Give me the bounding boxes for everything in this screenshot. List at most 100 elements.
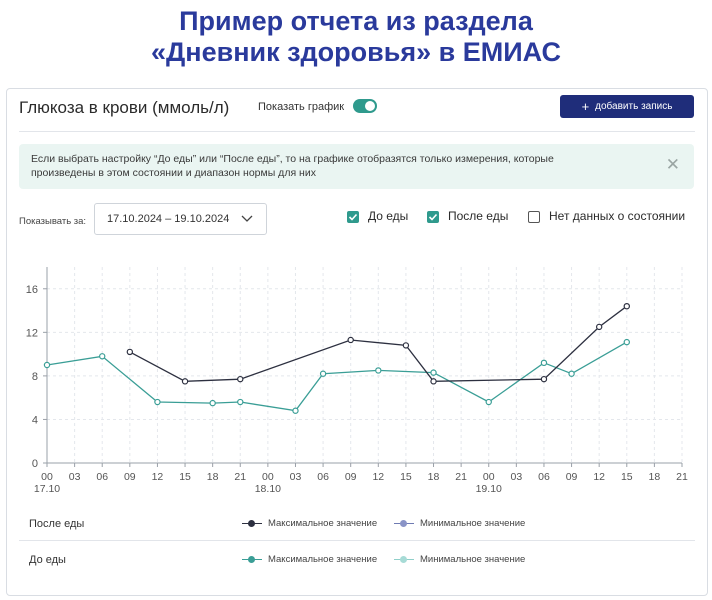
data-point: [568, 370, 575, 377]
add-record-label: добавить запись: [595, 101, 673, 112]
legend-min-item: Минимальное значение: [394, 518, 525, 529]
y-tick-label: 16: [26, 284, 38, 296]
x-date-label: 19.10: [476, 483, 502, 495]
series-line: [46, 341, 628, 412]
legend-min-label: Минимальное значение: [420, 518, 526, 529]
show-chart-toggle[interactable]: [353, 99, 377, 113]
glucose-report-card: Глюкоза в крови (ммоль/л) Показать графи…: [6, 88, 708, 596]
legend-line-icon: [394, 519, 414, 529]
slide-title-line1: Пример отчета из раздела: [179, 6, 533, 36]
legend-max-item: Максимальное значение: [242, 518, 377, 529]
x-tick-label: 12: [372, 471, 384, 483]
x-tick-label: 21: [676, 471, 688, 483]
legend-line-icon: [242, 555, 262, 565]
legend-line-icon: [242, 519, 262, 529]
x-tick-label: 12: [593, 471, 605, 483]
slide-title: Пример отчета из раздела «Дневник здоров…: [0, 6, 712, 68]
data-point: [540, 359, 548, 367]
before-meal-label: До еды: [368, 209, 409, 223]
data-point: [319, 370, 327, 377]
x-tick-label: 09: [345, 471, 357, 483]
data-point: [154, 398, 161, 406]
x-tick-label: 03: [290, 471, 302, 483]
x-tick-label: 00: [41, 471, 53, 483]
period-label: Показывать за:: [19, 216, 87, 227]
before-meal-checkbox[interactable]: [347, 211, 359, 223]
x-date-label: 18.10: [255, 483, 281, 495]
data-point: [237, 375, 244, 383]
x-tick-label: 15: [179, 471, 191, 483]
legend-max-item: Максимальное значение: [242, 554, 377, 565]
legend-min-item: Минимальное значение: [394, 554, 525, 565]
x-tick-label: 03: [511, 471, 523, 483]
x-tick-label: 18: [207, 471, 219, 483]
legend-line-icon: [394, 555, 414, 565]
x-tick-label: 06: [317, 471, 329, 483]
x-tick-label: 21: [455, 471, 467, 483]
data-point: [181, 378, 189, 385]
info-banner: Если выбрать настройку “До еды” или “Пос…: [19, 144, 694, 189]
x-tick-label: 18: [428, 471, 440, 483]
check-icon: [348, 213, 358, 221]
data-point: [623, 303, 630, 310]
data-point: [485, 398, 492, 406]
data-point: [402, 342, 410, 349]
data-point: [126, 348, 134, 356]
data-point: [430, 369, 437, 376]
plus-icon: +: [581, 99, 590, 114]
add-record-button[interactable]: + добавить запись: [560, 95, 694, 118]
x-tick-label: 21: [234, 471, 246, 483]
data-point: [375, 367, 382, 374]
date-range-select[interactable]: 17.10.2024 – 19.10.2024: [94, 203, 267, 235]
legend-series-name: До еды: [29, 554, 66, 566]
no-state-checkbox[interactable]: [528, 211, 540, 223]
close-icon[interactable]: ✕: [665, 155, 680, 174]
data-point: [540, 375, 548, 383]
legend-series-name: После еды: [29, 518, 85, 530]
x-tick-label: 09: [566, 471, 578, 483]
legend-row-before-meal: До еды Максимальное значение Минимальное…: [7, 549, 707, 575]
x-tick-label: 15: [400, 471, 412, 483]
data-point: [237, 398, 244, 406]
y-tick-label: 4: [32, 414, 38, 426]
slide-title-line2: «Дневник здоровья» в ЕМИАС: [151, 37, 561, 67]
legend-max-label: Максимальное значение: [268, 518, 378, 529]
toggle-knob: [365, 101, 375, 111]
x-tick-label: 00: [483, 471, 495, 483]
after-meal-label: После еды: [448, 209, 509, 223]
x-tick-label: 00: [262, 471, 274, 483]
x-date-label: 17.10: [34, 483, 60, 495]
data-point: [43, 361, 51, 369]
x-tick-label: 15: [621, 471, 633, 483]
after-meal-checkbox[interactable]: [427, 211, 439, 223]
info-text: Если выбрать настройку “До еды” или “Пос…: [31, 153, 554, 179]
x-tick-label: 03: [69, 471, 81, 483]
data-point: [99, 353, 106, 360]
legend-row-after-meal: После еды Максимальное значение Минималь…: [7, 513, 707, 539]
show-chart-label: Показать график: [258, 101, 345, 113]
x-tick-label: 12: [152, 471, 164, 483]
data-point: [347, 336, 354, 344]
page-title: Глюкоза в крови (ммоль/л): [19, 98, 230, 117]
x-tick-label: 06: [96, 471, 108, 483]
legend-max-label: Максимальное значение: [268, 554, 378, 565]
chevron-down-icon: [241, 215, 253, 222]
x-tick-label: 06: [538, 471, 550, 483]
data-point: [292, 407, 299, 414]
data-point: [623, 338, 630, 346]
data-point: [430, 378, 437, 385]
date-range-value: 17.10.2024 – 19.10.2024: [107, 213, 230, 225]
check-icon: [428, 213, 438, 221]
x-tick-label: 18: [649, 471, 661, 483]
y-tick-label: 0: [32, 458, 38, 470]
data-point: [595, 323, 603, 331]
legend-min-label: Минимальное значение: [420, 554, 526, 565]
no-state-label: Нет данных о состоянии: [549, 209, 686, 223]
y-tick-label: 12: [26, 327, 38, 339]
y-tick-label: 8: [32, 371, 38, 383]
x-tick-label: 09: [124, 471, 136, 483]
legend-divider: [19, 540, 695, 541]
data-point: [209, 399, 216, 407]
glucose-chart: 0 4 8 12 16 00 03 06 09 12 15 18 21 00 03 06 09 12 15 18 21 0…: [26, 267, 688, 495]
header-divider: [19, 131, 695, 132]
